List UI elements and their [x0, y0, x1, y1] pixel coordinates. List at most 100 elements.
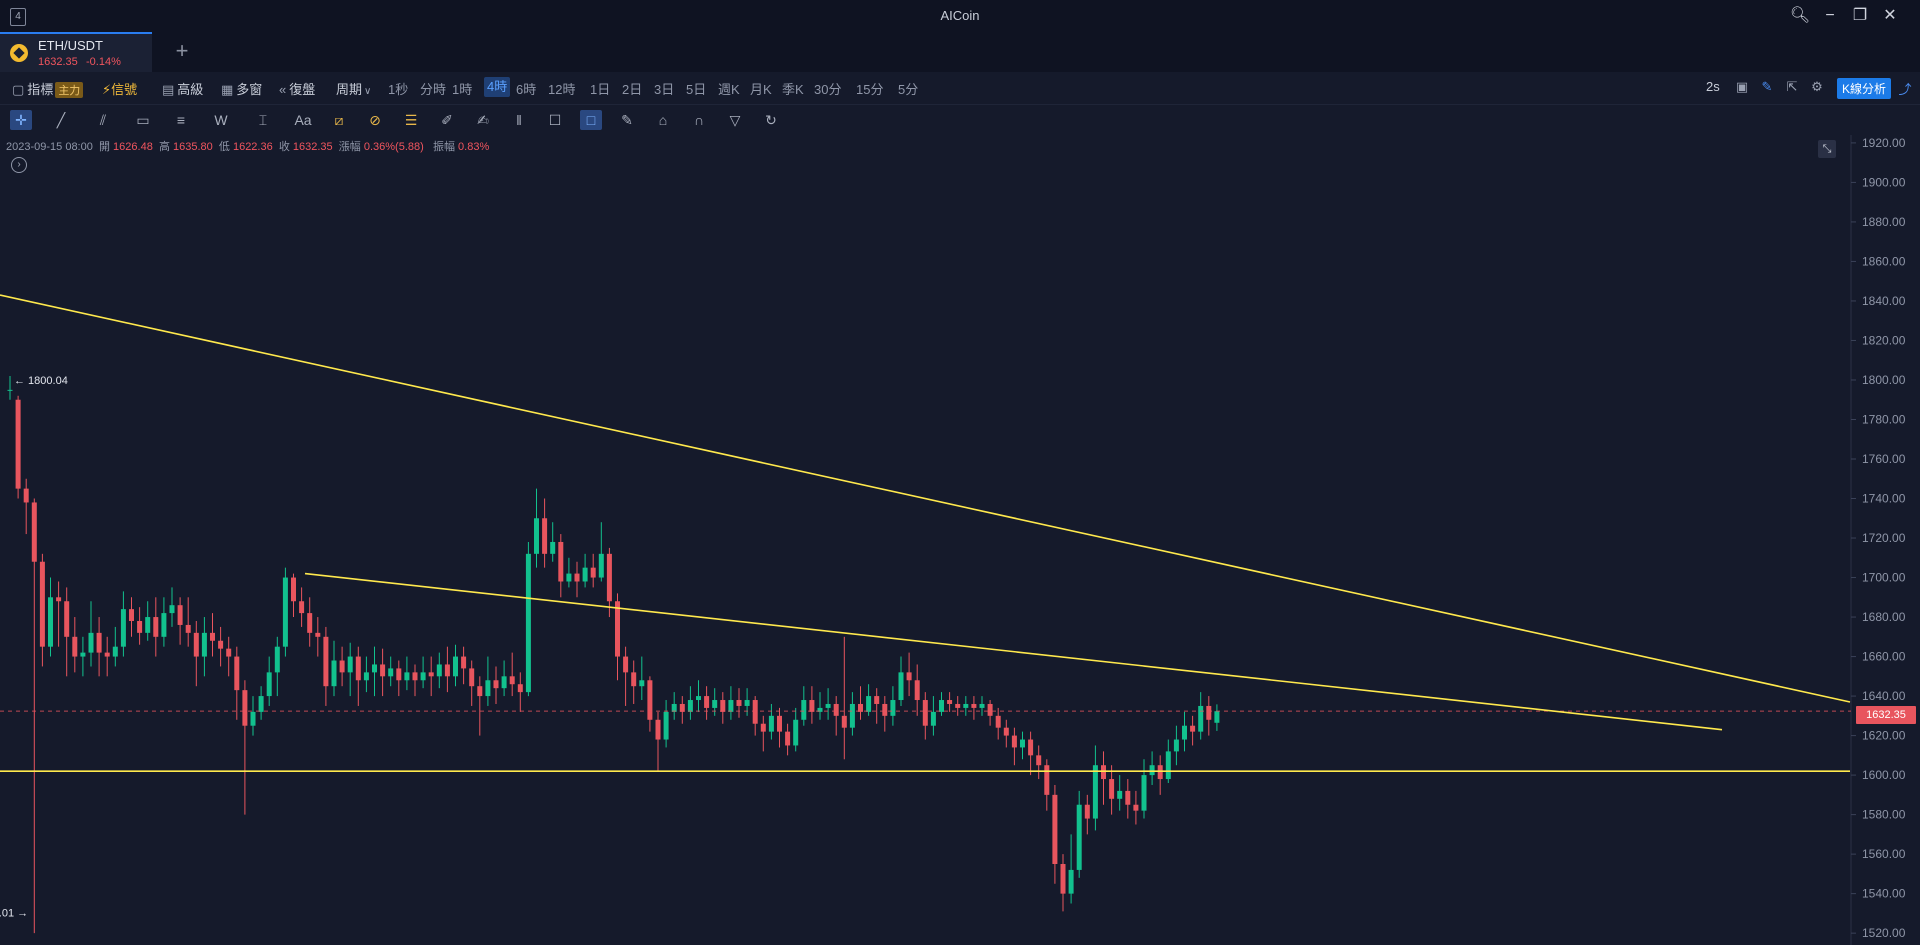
multi-window-button[interactable]: ▦ 多窗 — [221, 79, 262, 98]
candle-body — [129, 609, 134, 621]
brush-tool-icon[interactable]: ✐ — [441, 112, 453, 128]
replay-button[interactable]: «復盤 — [279, 79, 315, 98]
window-title: AICoin — [940, 8, 980, 23]
pencil-icon[interactable]: ✎ — [1761, 79, 1773, 94]
period-dropdown[interactable]: 周期 ∨ — [336, 79, 371, 98]
candle-body — [542, 518, 548, 554]
candle-body — [1076, 804, 1082, 870]
close-icon[interactable]: ✕ — [1883, 7, 1897, 24]
candle-body — [145, 617, 151, 633]
crosshair-tool-icon[interactable]: ✛ — [10, 110, 32, 130]
period-8[interactable]: 3日 — [654, 82, 675, 97]
candle-body — [291, 577, 296, 602]
minimize-icon[interactable]: − — [1825, 7, 1835, 24]
candle-tool-icon[interactable]: ‖ — [516, 112, 522, 128]
candle-body — [955, 703, 961, 708]
candle-body — [1003, 727, 1009, 736]
y-tick-label: 1540.00 — [1862, 887, 1906, 901]
indicator-icon: ▢ — [12, 82, 25, 97]
candle-body — [558, 541, 564, 582]
period-12[interactable]: 季K — [782, 82, 804, 97]
sync-icon[interactable]: ↻ — [765, 112, 777, 128]
y-tick-label: 1560.00 — [1862, 847, 1906, 861]
y-tick-label: 1840.00 — [1862, 294, 1906, 308]
indicator-button[interactable]: ▢ 指標 主力 — [12, 79, 84, 98]
period-0[interactable]: 1秒 — [388, 82, 409, 97]
edit-tool-icon[interactable]: ✎ — [621, 112, 633, 128]
period-5[interactable]: 12時 — [548, 82, 576, 97]
parallel-channel-tool-icon[interactable]: ⫽ — [99, 112, 107, 128]
period-7[interactable]: 2日 — [622, 82, 643, 97]
candle-body — [1092, 765, 1098, 819]
pen-tool-icon[interactable]: ✍ — [477, 112, 489, 128]
candle-body — [760, 723, 766, 732]
candle-body — [153, 617, 159, 637]
candle-body — [663, 711, 669, 740]
candle-body — [631, 672, 637, 687]
amplitude-value: 0.83% — [458, 141, 490, 153]
candle-body — [23, 488, 29, 503]
candle-body — [1149, 765, 1155, 776]
search-icon[interactable]: 🔍︎ — [1789, 7, 1811, 24]
candle-body — [96, 632, 102, 653]
candle-body — [323, 636, 329, 687]
candle-body — [874, 696, 880, 704]
share-icon[interactable]: ⤴ — [1898, 82, 1912, 97]
ruler-tool-icon[interactable]: ⧄ — [334, 112, 344, 128]
trendline-tool-icon[interactable]: ╱ — [56, 112, 66, 128]
camera-icon[interactable]: ▣ — [1735, 79, 1749, 94]
period-15[interactable]: 5分 — [898, 82, 919, 97]
period-9[interactable]: 5日 — [686, 82, 707, 97]
advanced-button[interactable]: ▤ 高級 — [162, 79, 203, 98]
refresh-rate[interactable]: 2s — [1706, 79, 1720, 94]
period-6[interactable]: 1日 — [590, 82, 611, 97]
change-label: 漲幅 — [338, 141, 361, 153]
wave-tool-icon[interactable]: W — [214, 112, 228, 128]
period-4[interactable]: 6時 — [516, 82, 537, 97]
trash-icon[interactable]: ⌂ — [658, 112, 668, 128]
fibonacci-tool-icon[interactable]: ≡ — [176, 112, 186, 128]
period-1[interactable]: 分時 — [420, 82, 447, 97]
candle-body — [825, 703, 831, 708]
period-3[interactable]: 4時 — [484, 77, 511, 97]
y-tick-label: 1720.00 — [1862, 531, 1906, 545]
add-tab-button[interactable]: + — [175, 38, 189, 63]
symbol-tab-eth-usdt[interactable]: ETH/USDT 1632.35 -0.14% — [0, 32, 152, 72]
candle-body — [679, 703, 685, 712]
period-14[interactable]: 15分 — [856, 82, 884, 97]
signal-button[interactable]: ⚡︎信號 — [102, 79, 137, 98]
magnet-tool-icon[interactable]: ⊘ — [369, 112, 381, 128]
candle-body — [48, 597, 53, 647]
title-bar: 4 AICoin 🔍︎ − ❐ ✕ — [0, 0, 1920, 33]
candle-body — [768, 715, 774, 732]
max-price-label: ← 1800.04 — [14, 375, 68, 387]
candle-body — [517, 684, 523, 693]
candle-body — [728, 700, 734, 712]
text-tool-icon[interactable]: Aa — [294, 112, 312, 128]
period-10[interactable]: 週K — [718, 82, 740, 97]
period-2[interactable]: 1時 — [452, 82, 473, 97]
y-tick-label: 1700.00 — [1862, 571, 1906, 585]
gear-icon[interactable]: ⚙ — [1811, 79, 1823, 94]
measure-tool-icon[interactable]: ⌶ — [258, 112, 268, 128]
candle-body — [736, 700, 742, 706]
period-13[interactable]: 30分 — [814, 82, 842, 97]
lock-icon[interactable]: ☐ — [548, 112, 562, 128]
popout-icon[interactable]: ⇱ — [1786, 79, 1798, 94]
candle-body — [1141, 775, 1147, 811]
rectangle-tool-icon[interactable]: ▭ — [136, 112, 150, 128]
candle-body — [1052, 794, 1058, 864]
bookmark-tool-icon[interactable]: □ — [580, 110, 602, 130]
filter-icon[interactable]: ▽ — [729, 112, 741, 128]
fullscreen-icon[interactable]: ⤡ — [1818, 140, 1836, 158]
candlestick-chart[interactable]: 1920.00 1900.00 1880.00 1860.00 1840.00 1820.… — [0, 135, 1920, 945]
collapse-indicators-icon[interactable]: › — [11, 157, 27, 173]
magnet-snap-icon[interactable]: ∩ — [693, 112, 705, 128]
restore-icon[interactable]: ❐ — [1852, 7, 1868, 24]
kline-analysis-button[interactable]: K線分析 — [1837, 78, 1892, 99]
candle-body — [88, 632, 94, 653]
period-11[interactable]: 月K — [750, 82, 772, 97]
symbol-change: -0.14% — [86, 56, 121, 68]
high-label: 高 — [158, 141, 170, 153]
chip-tool-icon[interactable]: ☰ — [404, 112, 418, 128]
